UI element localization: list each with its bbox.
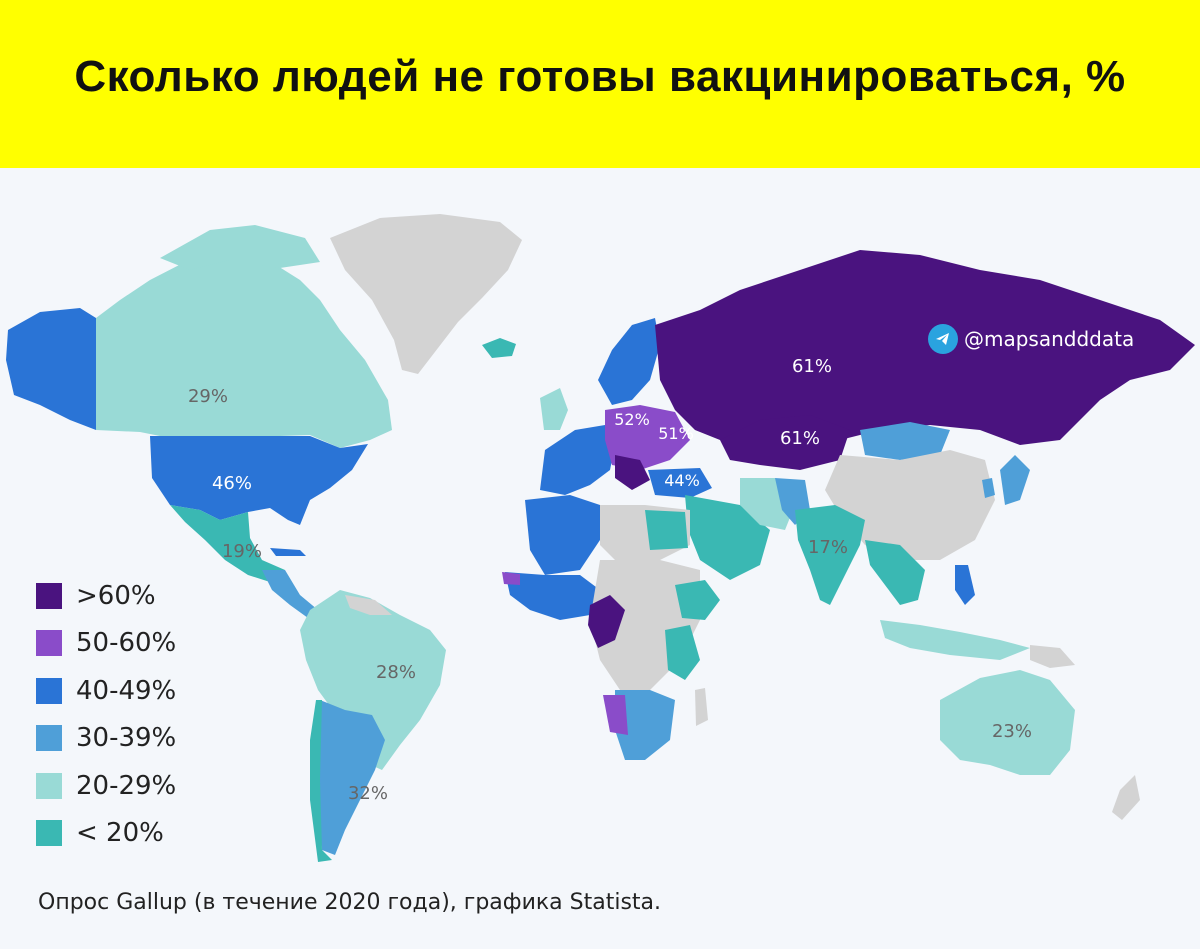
region-scandinavia	[598, 318, 660, 405]
legend-swatch	[36, 630, 62, 657]
region-west-africa	[505, 572, 600, 620]
label-mexico: 19%	[222, 541, 262, 562]
region-indonesia	[880, 620, 1030, 660]
region-greenland	[330, 214, 522, 374]
region-southeast-asia	[865, 540, 925, 605]
region-iceland	[482, 338, 516, 358]
region-senegal	[502, 572, 520, 585]
region-japan	[1000, 455, 1030, 505]
legend-swatch	[36, 677, 62, 704]
region-egypt	[645, 510, 688, 550]
region-western-europe	[540, 425, 615, 495]
region-central-europe	[605, 405, 690, 470]
label-kazakhstan: 61%	[780, 428, 820, 449]
legend-label: < 20%	[76, 818, 164, 849]
region-canada-islands	[160, 225, 320, 270]
label-poland: 52%	[614, 410, 650, 429]
legend-label: 50-60%	[76, 628, 177, 659]
region-new-zealand	[1112, 775, 1140, 820]
label-usa: 46%	[212, 473, 252, 494]
label-australia: 23%	[992, 721, 1032, 742]
region-ethiopia	[675, 580, 720, 620]
source-note: Опрос Gallup (в течение 2020 года), граф…	[38, 890, 662, 915]
watermark-handle: @mapsandddata	[964, 327, 1135, 351]
region-middle-east	[685, 495, 770, 580]
title-banner: Сколько людей не готовы вакцинироваться,…	[0, 0, 1200, 168]
legend-item: >60%	[36, 572, 176, 620]
legend-label: >60%	[76, 580, 156, 611]
label-turkey: 44%	[664, 471, 700, 490]
legend-swatch	[36, 820, 62, 847]
telegram-icon	[928, 324, 958, 354]
region-korea	[982, 478, 995, 498]
region-kazakhstan	[720, 415, 850, 470]
region-congo	[588, 595, 625, 648]
region-venezuela-guiana	[345, 595, 392, 615]
legend-item: 20-29%	[36, 762, 176, 810]
legend-label: 40-49%	[76, 675, 177, 706]
region-china	[825, 450, 995, 560]
region-north-africa	[525, 495, 600, 575]
legend-item: < 20%	[36, 810, 176, 858]
region-southern-africa	[615, 690, 675, 760]
region-russia	[655, 250, 1195, 445]
watermark: @mapsandddata	[928, 324, 1134, 354]
region-chile	[310, 700, 332, 862]
region-central-america	[262, 570, 318, 618]
region-south-america	[300, 590, 446, 770]
legend-label: 30-39%	[76, 723, 177, 754]
legend-item: 40-49%	[36, 667, 176, 715]
legend-swatch	[36, 772, 62, 799]
legend-swatch	[36, 582, 62, 609]
region-mongolia	[860, 422, 950, 460]
region-alaska	[6, 308, 96, 430]
region-usa	[150, 436, 368, 525]
region-namibia	[603, 695, 628, 735]
region-madagascar	[695, 688, 708, 726]
region-mexico	[170, 505, 285, 582]
label-russia: 61%	[792, 356, 832, 377]
label-ukraine: 51%	[658, 424, 694, 443]
region-turkey	[648, 468, 712, 498]
label-india: 17%	[808, 537, 848, 558]
label-brazil: 28%	[376, 662, 416, 683]
world-map: 29% 46% 19% 28% 32% 61% 61% 52% 51% 44% …	[0, 168, 1200, 945]
region-australia	[940, 670, 1075, 775]
region-argentina	[316, 700, 385, 855]
legend-item: 30-39%	[36, 715, 176, 763]
label-argentina: 32%	[348, 783, 388, 804]
region-uk	[540, 388, 568, 430]
world-map-svg: 29% 46% 19% 28% 32% 61% 61% 52% 51% 44% …	[6, 214, 1195, 862]
legend-label: 20-29%	[76, 770, 177, 801]
region-png	[1030, 645, 1075, 668]
page-title: Сколько людей не готовы вакцинироваться,…	[74, 52, 1126, 101]
legend: >60% 50-60% 40-49% 30-39% 20-29% < 20%	[36, 572, 176, 857]
region-canada	[96, 250, 392, 448]
legend-item: 50-60%	[36, 620, 176, 668]
region-caribbean	[270, 548, 306, 556]
region-kenya-tanzania	[665, 625, 700, 680]
region-india	[795, 505, 865, 605]
region-philippines	[955, 565, 975, 605]
legend-swatch	[36, 725, 62, 752]
region-balkans	[615, 455, 650, 490]
label-canada: 29%	[188, 386, 228, 407]
